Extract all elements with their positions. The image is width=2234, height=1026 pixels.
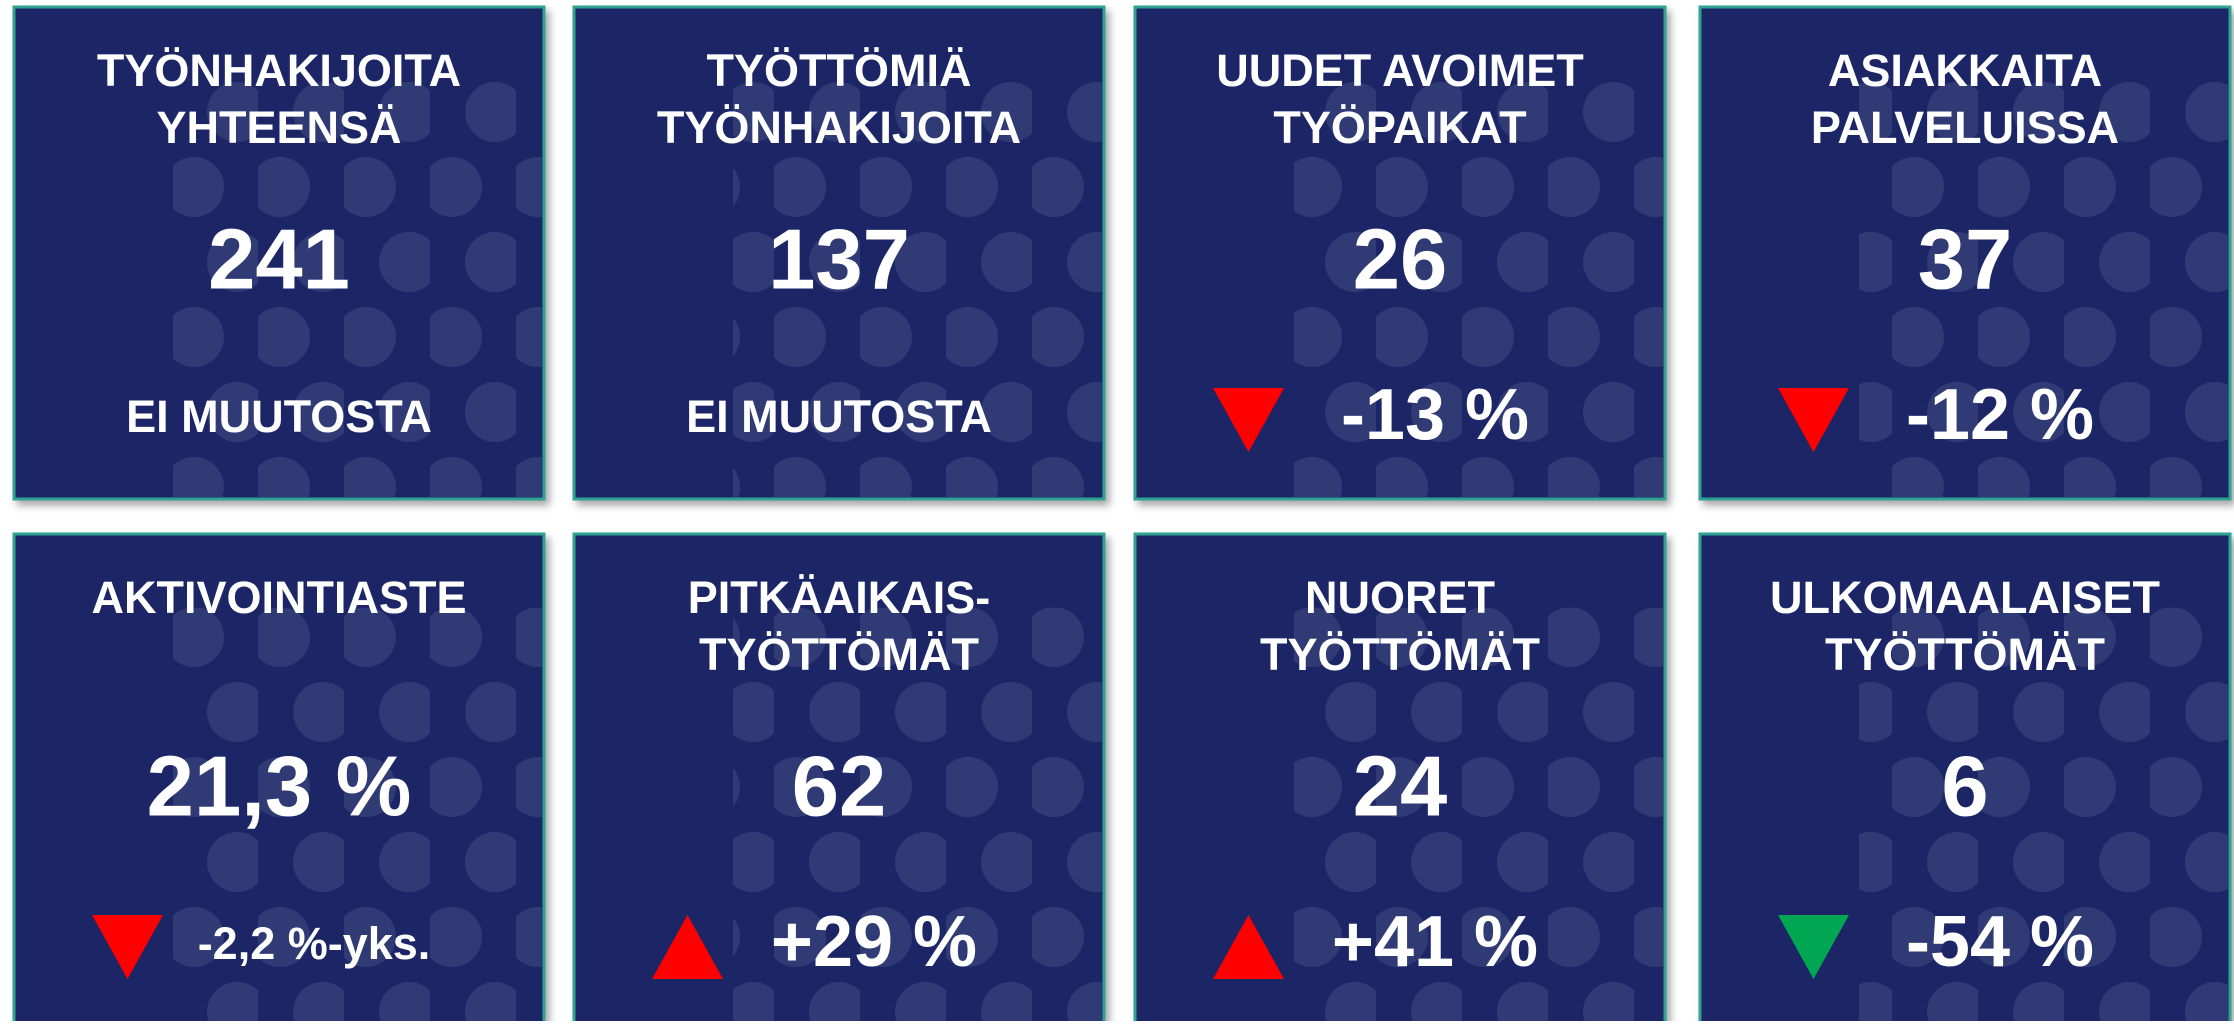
card-pattern [173,607,542,1024]
card-value: 6 [1941,739,1988,834]
trend-arrow [652,915,723,979]
trend-arrow [1778,915,1849,979]
card-pattern [1294,607,1663,1024]
card-value: 62 [792,739,887,834]
card-title: TYÖPAIKAT [1273,102,1526,153]
card: ULKOMAALAISET TYÖTTÖMÄT 6 -54 % [1698,532,2232,1026]
card-change: EI MUUTOSTA [686,391,992,442]
card-change: -2,2 %-yks. [198,918,431,969]
card: ASIAKKAITA PALVELUISSA 37 -12 % [1698,5,2232,501]
card-title: TYÖTTÖMÄT [1825,629,2105,680]
card-change: +29 % [771,902,977,982]
card-title: UUDET AVOIMET [1216,45,1584,96]
trend-arrow [1213,388,1284,452]
card-change: EI MUUTOSTA [126,391,432,442]
card-value: 137 [768,212,910,307]
card-title: TYÖTTÖMÄT [699,629,979,680]
card: PITKÄAIKAIS- TYÖTTÖMÄT 62 +29 % [572,532,1106,1026]
card-title: PITKÄAIKAIS- [688,572,991,623]
trend-arrow [1213,915,1284,979]
card-title: TYÖNHAKIJOITA [657,102,1021,153]
card-title: AKTIVOINTIASTE [91,572,466,623]
card-title: NUORET [1305,572,1495,623]
trend-arrow [1778,388,1849,452]
card-change: -13 % [1341,375,1529,455]
card-pattern [733,607,1102,1024]
card-title: TYÖTTÖMIÄ [707,45,972,96]
card-pattern [1859,607,2228,1024]
card-value: 241 [208,212,350,307]
card: TYÖNHAKIJOITA YHTEENSÄ 241 EI MUUTOSTA [12,5,546,501]
card-change: -12 % [1906,375,2094,455]
card: AKTIVOINTIASTE 21,3 % -2,2 %-yks. [12,532,546,1026]
card-value: 26 [1353,212,1448,307]
card-change: -54 % [1906,902,2094,982]
card-title: YHTEENSÄ [156,102,401,153]
trend-arrow [92,915,163,979]
card-pattern [1294,80,1663,498]
card-pattern [733,80,1102,498]
card-pattern [1859,80,2228,498]
card: UUDET AVOIMET TYÖPAIKAT 26 -13 % [1133,5,1667,501]
card-value: 21,3 % [147,739,412,834]
card-title: ASIAKKAITA [1828,45,2102,96]
card-title: TYÖNHAKIJOITA [97,45,461,96]
card-value: 24 [1353,739,1448,834]
card-title: ULKOMAALAISET [1770,572,2160,623]
card: NUORET TYÖTTÖMÄT 24 +41 % [1133,532,1667,1026]
card-title: PALVELUISSA [1811,102,2119,153]
card-title: TYÖTTÖMÄT [1260,629,1540,680]
card: TYÖTTÖMIÄ TYÖNHAKIJOITA 137 EI MUUTOSTA [572,5,1106,501]
card-pattern [173,80,542,498]
card-change: +41 % [1332,902,1538,982]
card-value: 37 [1918,212,2013,307]
